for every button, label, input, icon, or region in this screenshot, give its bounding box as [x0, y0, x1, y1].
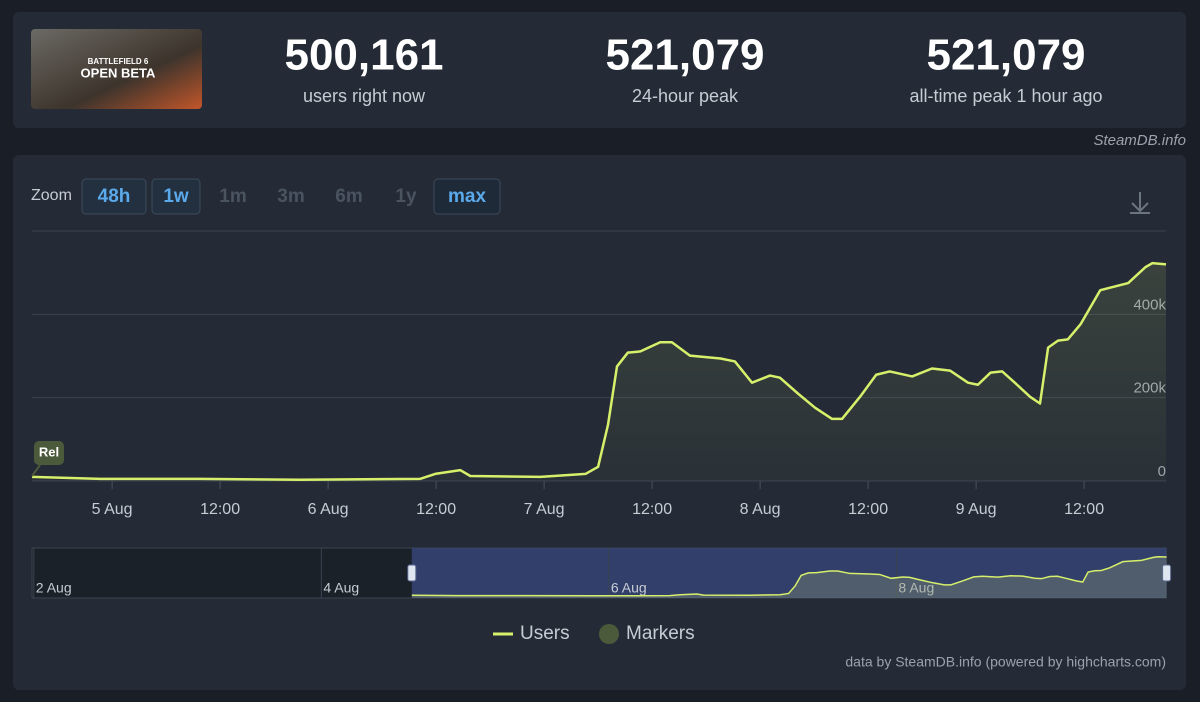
navigator-tick-label: 4 Aug: [323, 580, 359, 596]
marker-label: Rel: [39, 444, 59, 459]
stat-label: all-time peak 1 hour ago: [909, 86, 1102, 106]
zoom-button[interactable]: [151, 178, 201, 215]
zoom-button-label[interactable]: 48h: [98, 186, 131, 207]
x-tick-label: 12:00: [200, 501, 240, 518]
zoom-label: Zoom: [31, 187, 72, 204]
x-tick-label: 12:00: [416, 501, 456, 518]
x-tick-label: 6 Aug: [308, 501, 349, 518]
line-area: [32, 263, 1166, 481]
x-tick-label: 9 Aug: [956, 501, 997, 518]
legend-marker[interactable]: [599, 624, 619, 644]
x-tick-label: 12:00: [632, 501, 672, 518]
stats-card: [13, 12, 1186, 128]
zoom-button-label: 6m: [335, 186, 362, 207]
stat-label: users right now: [303, 86, 426, 106]
game-thumbnail[interactable]: [31, 29, 202, 109]
x-tick-label: 5 Aug: [92, 501, 133, 518]
x-tick-label: 12:00: [848, 501, 888, 518]
stat-label: 24-hour peak: [632, 86, 739, 106]
legend-label[interactable]: Markers: [626, 623, 695, 644]
x-tick-label: 8 Aug: [740, 501, 781, 518]
line: [31, 261, 1167, 481]
stat-value: 500,161: [284, 31, 443, 80]
zoom-button[interactable]: [433, 178, 501, 215]
navigator-handle[interactable]: [407, 564, 417, 582]
thumbnail-text: OPEN BETA: [81, 65, 156, 80]
credit[interactable]: data by SteamDB.info (powered by highcha…: [845, 654, 1166, 670]
source-link[interactable]: SteamDB.info: [1093, 132, 1186, 149]
zoom-button-label[interactable]: max: [448, 186, 486, 207]
zoom-button-label: 3m: [277, 186, 304, 207]
zoom-button-label: 1m: [219, 186, 246, 207]
stat-value: 521,079: [605, 31, 764, 80]
navigator-handle[interactable]: [1162, 564, 1172, 582]
navigator-tick-label: 8 Aug: [898, 580, 934, 596]
x-tick-label: 7 Aug: [524, 501, 565, 518]
zoom-button[interactable]: [81, 178, 147, 215]
navigator-tick-label: 2 Aug: [36, 580, 72, 596]
marker-stem: [31, 464, 41, 477]
navigator-tick-label: 6 Aug: [611, 580, 647, 596]
legend-label[interactable]: Users: [520, 623, 570, 644]
navigator-line: [411, 556, 1167, 597]
zoom-button-label: 1y: [395, 186, 417, 207]
download-icon[interactable]: [1130, 192, 1150, 214]
marker-flag[interactable]: [34, 441, 64, 465]
thumbnail-title: BATTLEFIELD 6: [88, 57, 149, 66]
navigator-selection[interactable]: [411, 548, 1167, 598]
stat-value: 521,079: [926, 31, 1085, 80]
navigator-area: [411, 556, 1167, 598]
zoom-button-label[interactable]: 1w: [163, 186, 189, 207]
x-tick-label: 12:00: [1064, 501, 1104, 518]
